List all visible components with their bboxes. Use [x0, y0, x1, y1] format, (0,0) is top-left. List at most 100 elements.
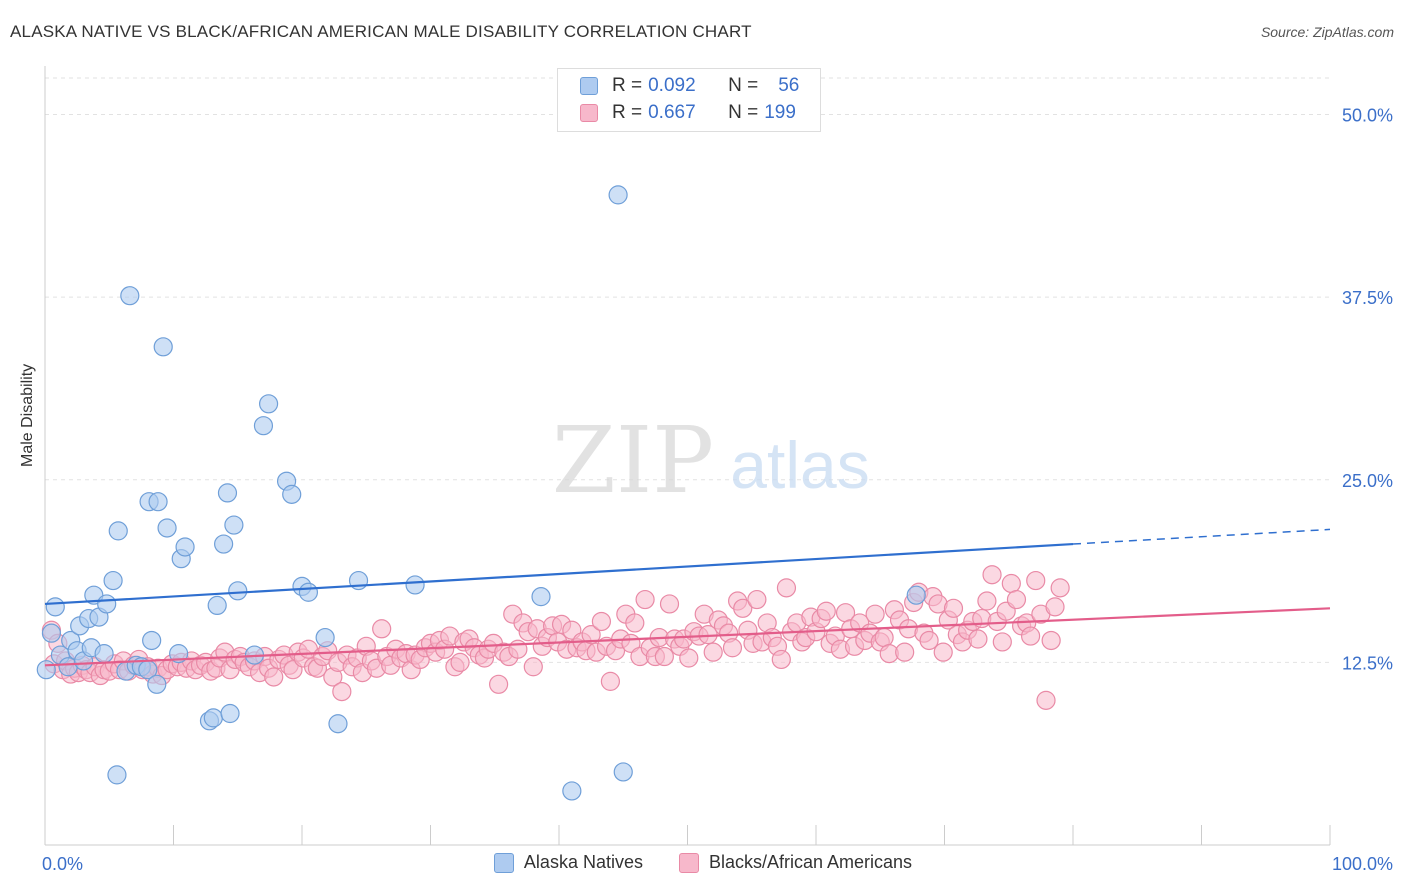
data-point-black [747, 589, 767, 610]
data-point-black [625, 613, 645, 633]
data-point-alaska [328, 714, 348, 734]
chart-title: ALASKA NATIVE VS BLACK/AFRICAN AMERICAN … [10, 22, 752, 41]
data-point-alaska [107, 765, 127, 785]
series-legend-label: Blacks/African Americans [708, 852, 913, 872]
data-point-alaska [228, 581, 248, 601]
data-point-alaska [282, 484, 302, 504]
y-tick-label: 37.5% [1342, 288, 1393, 308]
data-point-black [679, 648, 699, 668]
data-point-black [943, 598, 964, 618]
data-point-alaska [148, 492, 168, 512]
data-point-black [919, 630, 939, 651]
legend-n-label: N = [728, 102, 759, 123]
y-axis-label: Male Disability [19, 363, 36, 467]
data-point-alaska [147, 674, 167, 694]
series-swatch-pink [678, 852, 699, 873]
data-point-alaska [224, 515, 244, 535]
correlation-legend: R = 0.092 N = 56 R = 0.667 N = 199 [557, 68, 821, 132]
data-point-black [1045, 597, 1065, 617]
data-point-alaska [253, 416, 274, 436]
data-point-alaska [220, 703, 240, 724]
trend-lines [44, 528, 1331, 667]
legend-r-value: 0.092 [648, 75, 696, 96]
watermark-zip: ZIP [552, 407, 714, 514]
data-point-black [771, 649, 791, 670]
data-point-black [933, 642, 953, 662]
data-point-black [1036, 690, 1056, 710]
legend-row-alaska: R = 0.092 N = 56 [580, 75, 799, 97]
tick-labels: 12.5% 25.0% 37.5% 50.0% 0.0% 100.0% [42, 106, 1393, 874]
data-point-black [733, 598, 753, 618]
legend-r-label: R = [612, 102, 643, 123]
data-point-black [489, 674, 509, 694]
data-point-alaska [108, 521, 128, 541]
pink-series-points [41, 565, 1070, 710]
data-point-black [1041, 630, 1061, 651]
data-point-black [895, 642, 915, 662]
data-point-alaska [217, 483, 238, 503]
data-point-alaska [153, 337, 173, 357]
data-point-alaska [258, 394, 279, 414]
data-point-alaska [405, 575, 425, 595]
data-point-alaska [94, 644, 114, 664]
data-point-black [776, 578, 797, 598]
data-point-alaska [207, 595, 227, 616]
legend-swatch-blue [580, 77, 598, 95]
trend-line-alaska [44, 542, 1074, 606]
series-swatch-blue [493, 852, 514, 873]
source-note: Source: ZipAtlas.com [1260, 24, 1394, 40]
x-tick-label: 100.0% [1332, 854, 1393, 874]
legend-n-label: N = [728, 75, 759, 96]
data-point-black [874, 627, 894, 648]
series-legend-alaska[interactable]: Alaska Natives [493, 852, 643, 873]
series-legend: Alaska Natives Blacks/African Americans [0, 852, 1406, 873]
x-tick-label: 0.0% [42, 854, 83, 874]
data-point-black [372, 619, 392, 639]
data-point-alaska [97, 594, 117, 614]
data-point-black [508, 639, 528, 659]
y-tick-label: 25.0% [1342, 471, 1393, 491]
data-point-alaska [562, 781, 582, 801]
data-point-black [600, 671, 621, 691]
data-point-black [865, 604, 885, 624]
legend-row-black: R = 0.667 N = 199 [580, 102, 796, 124]
data-point-black [591, 611, 612, 632]
data-point-alaska [608, 185, 628, 205]
grid-lines [45, 77, 1330, 663]
data-point-black [1020, 626, 1041, 646]
data-point-alaska [175, 537, 195, 557]
data-point-alaska [203, 708, 223, 728]
data-point-alaska [103, 570, 123, 591]
data-point-black [1026, 570, 1046, 591]
data-point-alaska [298, 582, 319, 602]
trend-line-alaska-extension [1072, 528, 1331, 545]
series-legend-black[interactable]: Blacks/African Americans [678, 852, 913, 873]
data-point-black [703, 642, 723, 662]
y-tick-label: 12.5% [1342, 653, 1393, 673]
data-point-alaska [142, 630, 162, 651]
data-point-black [659, 594, 680, 614]
legend-n-value: 56 [778, 75, 800, 96]
data-point-alaska [36, 660, 56, 680]
data-point-black [332, 681, 352, 702]
legend-r-label: R = [612, 75, 643, 96]
data-point-black [977, 591, 997, 611]
legend-n-value: 199 [764, 102, 796, 123]
data-point-black [635, 589, 655, 610]
trend-line-black [44, 607, 1331, 667]
data-point-alaska [315, 627, 335, 648]
watermark-atlas: atlas [730, 428, 869, 502]
data-point-alaska [214, 534, 234, 554]
data-point-black [1006, 589, 1027, 610]
data-point-alaska [531, 587, 551, 607]
axes [44, 66, 1331, 846]
series-legend-label: Alaska Natives [523, 852, 643, 872]
data-point-alaska [613, 762, 633, 782]
data-point-alaska [41, 623, 62, 643]
data-point-alaska [157, 518, 177, 538]
data-point-black [816, 601, 836, 621]
data-point-black [450, 652, 470, 672]
data-point-black [1001, 573, 1021, 594]
data-point-black [1050, 578, 1070, 598]
